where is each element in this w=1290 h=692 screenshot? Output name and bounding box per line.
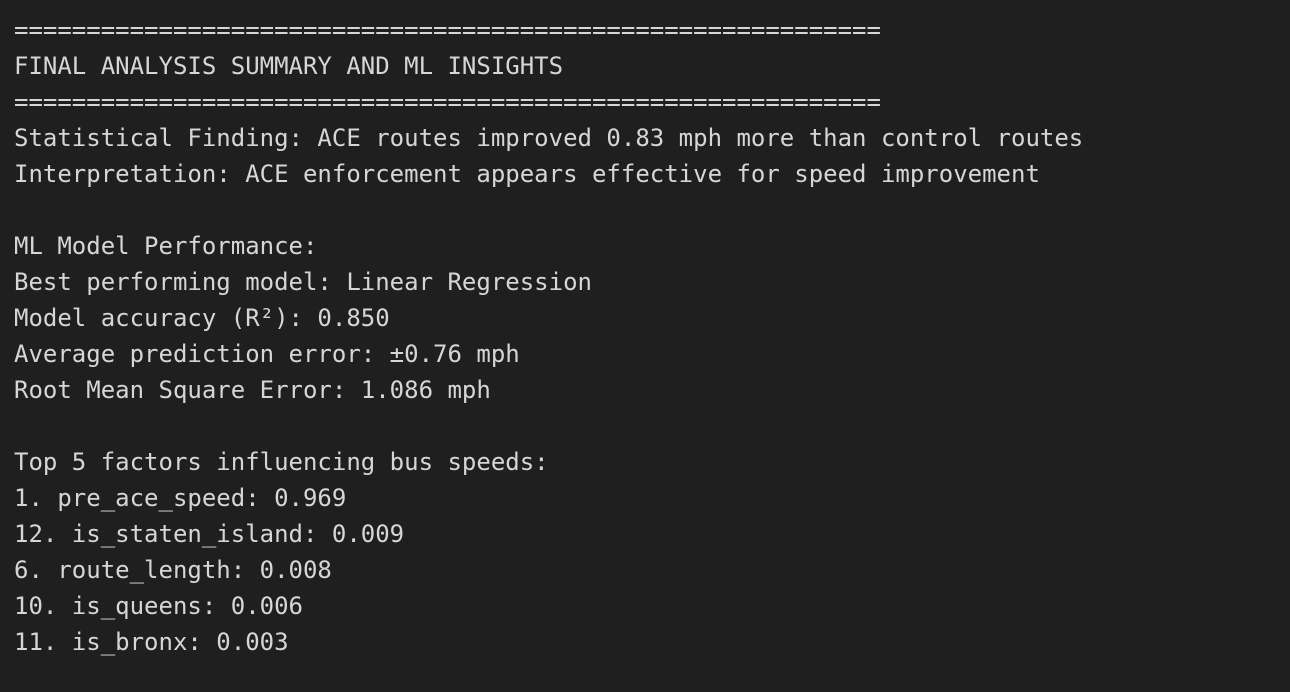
- output-line: Best performing model: Linear Regression: [14, 268, 592, 296]
- output-line: 1. pre_ace_speed: 0.969: [14, 484, 347, 512]
- output-line: Statistical Finding: ACE routes improved…: [14, 124, 1084, 152]
- output-block: Top 5 factors influencing bus speeds: 1. …: [14, 444, 1290, 660]
- output-block: Statistical Finding: ACE routes improved…: [14, 120, 1290, 192]
- output-line: ML Model Performance:: [14, 232, 318, 260]
- rule: ========================================…: [14, 16, 881, 44]
- output-line: Average prediction error: ±0.76 mph: [14, 340, 520, 368]
- output-line: 10. is_queens: 0.006: [14, 592, 303, 620]
- rule: ========================================…: [14, 88, 881, 116]
- output-line: Top 5 factors influencing bus speeds:: [14, 448, 549, 476]
- output-line: 11. is_bronx: 0.003: [14, 628, 289, 656]
- output-blocks: Statistical Finding: ACE routes improved…: [14, 120, 1290, 660]
- output-line: Root Mean Square Error: 1.086 mph: [14, 376, 491, 404]
- output-block: ML Model Performance: Best performing mod…: [14, 228, 1290, 408]
- heading: FINAL ANALYSIS SUMMARY AND ML INSIGHTS: [14, 52, 564, 80]
- output-line: 6. route_length: 0.008: [14, 556, 332, 584]
- output-line: Model accuracy (R²): 0.850: [14, 304, 390, 332]
- output-line: Interpretation: ACE enforcement appears …: [14, 160, 1040, 188]
- output-line: 12. is_staten_island: 0.009: [14, 520, 405, 548]
